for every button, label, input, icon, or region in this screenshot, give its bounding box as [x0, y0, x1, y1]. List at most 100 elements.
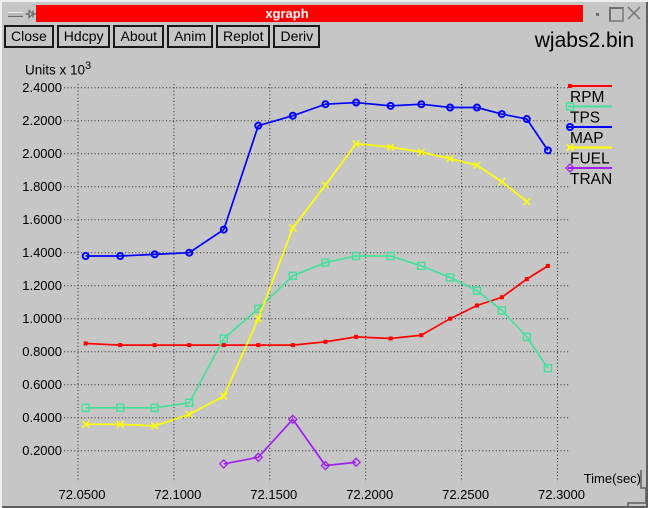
minimize-icon[interactable] — [8, 12, 23, 17]
marker-rpm — [323, 339, 328, 344]
y-tick-label: 0.6000 — [22, 377, 62, 392]
marker-tps — [288, 271, 298, 280]
marker-rpm — [388, 336, 393, 341]
close-button[interactable]: Close — [4, 25, 54, 49]
marker-map — [497, 110, 506, 119]
marker-tran — [565, 163, 575, 173]
marker-rpm — [474, 303, 479, 308]
marker-rpm — [568, 84, 572, 88]
marker-map — [566, 123, 574, 131]
x-tick-label: 72.1000 — [154, 487, 201, 502]
x-tick-label: 72.0500 — [59, 487, 106, 502]
marker-rpm — [499, 295, 504, 300]
y-axis-units-label: Units x 103 — [25, 60, 92, 78]
units-exponent: 3 — [85, 60, 92, 72]
legend-label-fuel: FUEL — [570, 151, 610, 168]
legend-label-tran: TRAN — [570, 171, 612, 188]
x-tick-label: 72.2500 — [442, 487, 489, 502]
marker-tps — [386, 251, 395, 261]
marker-map — [81, 252, 90, 260]
marker-tps — [81, 403, 90, 412]
series-line-tran — [223, 417, 357, 467]
legend-label-tps: TPS — [570, 110, 600, 127]
marker-fuel — [288, 224, 297, 232]
marker-tps — [351, 251, 361, 261]
marker-tps — [185, 398, 194, 408]
marker-tps — [115, 403, 125, 412]
x-axis-label: Time(sec) — [584, 471, 641, 486]
y-tick-label: 2.4000 — [22, 80, 62, 95]
marker-tran — [320, 460, 331, 471]
marker-map — [543, 146, 552, 155]
series-line-fuel — [85, 142, 528, 427]
y-tick-label: 1.4000 — [22, 245, 62, 260]
y-tick-label: 0.2000 — [22, 443, 62, 458]
close-icon[interactable] — [627, 6, 641, 20]
marker-rpm — [221, 343, 226, 348]
y-tick-label: 1.2000 — [22, 278, 62, 293]
marker-tps — [321, 258, 330, 267]
deriv-button[interactable]: Deriv — [273, 25, 321, 49]
series-line-tps — [85, 255, 549, 409]
toolbar: Close Hdcpy About Anim Replot Deriv — [4, 25, 321, 49]
menu-dot-icon[interactable] — [596, 13, 599, 16]
marker-map — [185, 248, 194, 257]
marker-map — [254, 121, 263, 130]
marker-map — [321, 100, 330, 109]
marker-fuel — [254, 314, 263, 323]
legend-label-rpm: RPM — [570, 89, 604, 106]
y-tick-label: 2.2000 — [22, 113, 62, 128]
marker-tps — [445, 273, 455, 282]
y-tick-label: 2.0000 — [22, 146, 62, 161]
pin-icon[interactable] — [25, 8, 38, 20]
marker-tps — [522, 332, 532, 342]
marker-fuel — [386, 143, 395, 151]
window-title: xgraph — [265, 6, 309, 21]
marker-tps — [543, 364, 553, 373]
marker-fuel — [522, 197, 531, 206]
marker-map — [472, 103, 481, 112]
legend-label-map: MAP — [570, 130, 604, 147]
marker-rpm — [419, 333, 424, 338]
marker-map — [288, 111, 297, 120]
marker-fuel — [81, 420, 90, 429]
y-tick-label: 0.4000 — [22, 410, 62, 425]
marker-tps — [565, 102, 575, 111]
marker-rpm — [187, 343, 192, 348]
anim-button[interactable]: Anim — [167, 25, 213, 49]
maximize-icon[interactable] — [609, 7, 624, 22]
marker-tran — [218, 458, 229, 469]
marker-tps — [472, 286, 482, 295]
marker-map — [150, 250, 159, 259]
marker-tps — [417, 261, 426, 271]
marker-map — [352, 98, 361, 107]
dataset-title: wjabs2.bin — [534, 29, 634, 52]
replot-button[interactable]: Replot — [215, 25, 271, 49]
marker-fuel — [150, 422, 159, 430]
resize-grip-icon[interactable] — [614, 468, 648, 508]
y-tick-label: 1.8000 — [22, 179, 62, 194]
x-tick-label: 72.3000 — [538, 487, 585, 502]
about-button[interactable]: About — [113, 25, 165, 49]
hdcpy-button[interactable]: Hdcpy — [56, 25, 111, 49]
title-bar[interactable]: xgraph — [36, 5, 583, 22]
marker-rpm — [524, 277, 529, 282]
marker-fuel — [321, 181, 330, 189]
marker-tran — [253, 452, 264, 463]
marker-fuel — [417, 148, 426, 156]
marker-tps — [150, 403, 159, 412]
y-tick-label: 1.0000 — [22, 311, 62, 326]
marker-rpm — [152, 343, 157, 348]
x-tick-label: 72.2000 — [346, 487, 393, 502]
marker-map — [219, 225, 228, 234]
marker-rpm — [448, 316, 453, 321]
marker-fuel — [116, 420, 125, 429]
marker-fuel — [497, 177, 506, 186]
marker-rpm — [545, 263, 550, 268]
marker-fuel — [446, 154, 454, 163]
marker-map — [446, 103, 455, 112]
marker-tps — [497, 306, 507, 315]
marker-rpm — [290, 343, 295, 348]
marker-tran — [287, 414, 298, 425]
